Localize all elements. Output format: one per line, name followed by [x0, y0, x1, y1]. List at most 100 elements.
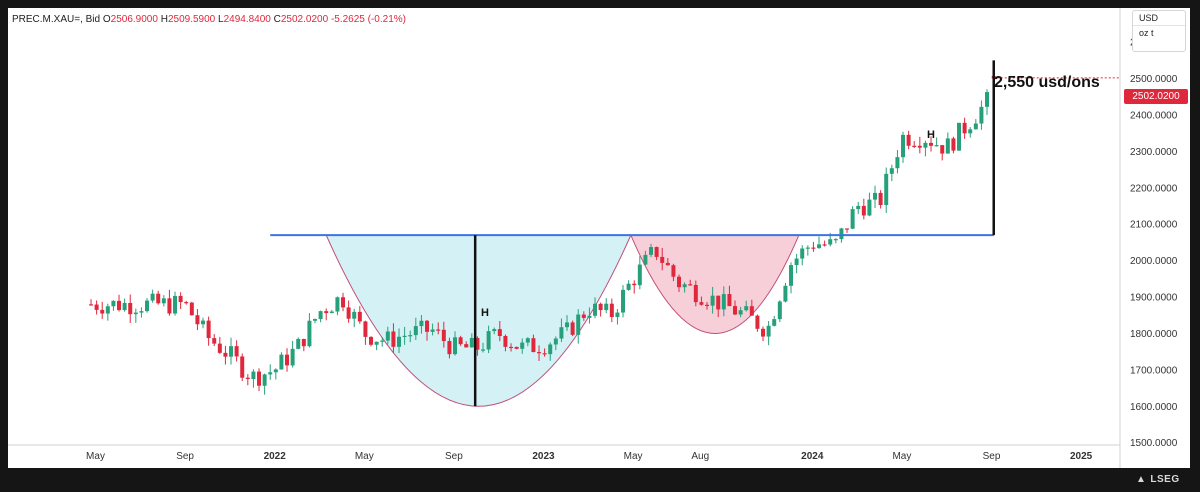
candle-body	[189, 302, 194, 316]
candle-body	[436, 329, 441, 331]
candle-body	[117, 300, 122, 311]
candle-body	[341, 297, 346, 308]
x-tick-label: May	[355, 451, 374, 462]
candle-body	[660, 256, 665, 263]
candle-body	[397, 336, 402, 347]
candle-body	[128, 302, 133, 315]
candle-body	[777, 301, 782, 320]
y-tick-label: 1700.0000	[1130, 365, 1178, 376]
y-tick-label: 1500.0000	[1130, 438, 1178, 449]
candle-body	[251, 371, 256, 379]
candle-body	[296, 338, 301, 349]
last-price-tag: 2502.0200	[1124, 89, 1188, 104]
candle-body	[850, 209, 855, 229]
candle-body	[369, 336, 374, 345]
candle-body	[514, 346, 519, 349]
candle-body	[464, 344, 469, 348]
candle-body	[761, 328, 766, 337]
candle-body	[458, 337, 463, 345]
candle-body	[173, 295, 178, 314]
x-tick-label: Aug	[691, 451, 709, 462]
y-tick-label: 2100.0000	[1130, 220, 1178, 231]
candle-body	[861, 205, 866, 216]
candle-body	[486, 331, 491, 350]
candle-body	[559, 327, 564, 339]
candle-body	[212, 338, 217, 344]
candle-body	[240, 356, 245, 378]
candle-body	[677, 276, 682, 288]
candle-body	[800, 248, 805, 259]
measure-label: oz t	[1133, 25, 1185, 40]
lseg-logo-icon: ▲	[1136, 474, 1147, 485]
candle-body	[929, 142, 934, 146]
candle-body	[408, 335, 413, 337]
candle-body	[111, 300, 116, 307]
price-chart[interactable]: 1500.0000 1600.0000 1700.0000 1800.0000 1900…	[8, 8, 1190, 468]
candle-body	[133, 312, 138, 315]
candle-body	[413, 326, 418, 336]
candle-body	[352, 311, 357, 319]
candle-body	[598, 303, 603, 311]
candle-body	[363, 321, 368, 337]
candle-body	[279, 354, 284, 370]
ohlc-legend: PREC.M.XAU=, Bid O2506.9000 H2509.5900 L…	[12, 14, 406, 25]
candle-body	[425, 320, 430, 332]
candle-body	[453, 337, 458, 355]
candle-body	[923, 142, 928, 148]
candle-body	[934, 145, 939, 147]
candle-body	[867, 199, 872, 216]
candle-body	[637, 264, 642, 286]
candle-body	[951, 138, 956, 151]
candle-body	[402, 335, 407, 338]
candle-body	[195, 315, 200, 325]
candle-body	[346, 307, 351, 319]
candle-body	[570, 322, 575, 335]
candle-body	[945, 138, 950, 154]
candle-body	[845, 228, 850, 230]
candle-body	[492, 329, 497, 332]
candle-body	[548, 344, 553, 355]
y-tick-label: 1600.0000	[1130, 402, 1178, 413]
candle-body	[884, 173, 889, 206]
candle-body	[503, 335, 508, 347]
candle-body	[161, 298, 166, 304]
x-tick-label: 2023	[532, 451, 555, 462]
x-tick-label: Sep	[176, 451, 194, 462]
candle-body	[167, 298, 172, 314]
candle-body	[901, 134, 906, 158]
candle-body	[150, 293, 155, 301]
candle-body	[206, 320, 211, 339]
candle-body	[968, 129, 973, 134]
candle-body	[682, 284, 687, 288]
unit-selector[interactable]: USD oz t	[1132, 10, 1186, 52]
candle-body	[940, 145, 945, 154]
candle-body	[419, 320, 424, 327]
candle-body	[912, 145, 917, 147]
candle-body	[973, 123, 978, 130]
chart-frame: 1500.0000 1600.0000 1700.0000 1800.0000 1900…	[8, 8, 1190, 468]
candle-body	[105, 306, 110, 314]
candle-body	[145, 300, 150, 312]
candle-body	[285, 354, 290, 366]
y-tick-label: 1800.0000	[1130, 329, 1178, 340]
candle-body	[822, 244, 827, 246]
candle-body	[710, 295, 715, 306]
candle-body	[716, 295, 721, 310]
candle-body	[139, 311, 144, 313]
symbol-label: PREC.M.XAU=, Bid	[12, 14, 101, 25]
candle-body	[772, 319, 777, 326]
candle-body	[581, 314, 586, 318]
candle-body	[794, 258, 799, 266]
x-tick-label: May	[624, 451, 643, 462]
candle-body	[223, 352, 228, 357]
candle-body	[329, 311, 334, 314]
candle-body	[727, 294, 732, 307]
candle-body	[307, 320, 312, 347]
candle-body	[833, 239, 838, 241]
candle-body	[878, 192, 883, 206]
candle-body	[789, 265, 794, 286]
change-value: -5.2625 (-0.21%)	[330, 14, 406, 25]
candle-body	[380, 340, 385, 342]
candle-body	[917, 145, 922, 148]
x-tick-label: Sep	[445, 451, 463, 462]
